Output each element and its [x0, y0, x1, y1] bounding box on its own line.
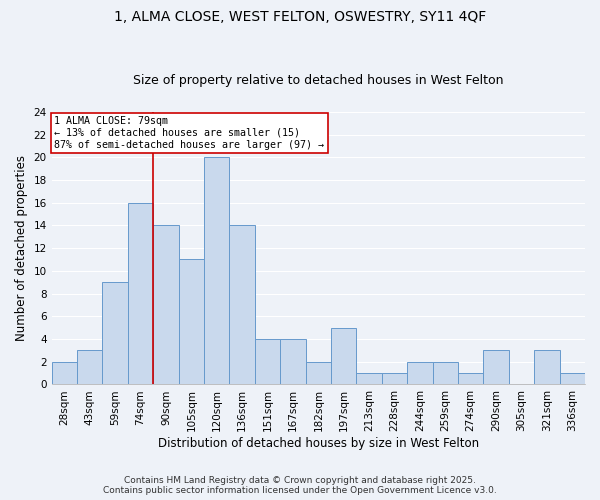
Text: 1 ALMA CLOSE: 79sqm
← 13% of detached houses are smaller (15)
87% of semi-detach: 1 ALMA CLOSE: 79sqm ← 13% of detached ho… — [54, 116, 324, 150]
Bar — [560, 373, 585, 384]
Bar — [204, 157, 229, 384]
Bar — [356, 373, 382, 384]
Title: Size of property relative to detached houses in West Felton: Size of property relative to detached ho… — [133, 74, 503, 87]
Text: 1, ALMA CLOSE, WEST FELTON, OSWESTRY, SY11 4QF: 1, ALMA CLOSE, WEST FELTON, OSWESTRY, SY… — [114, 10, 486, 24]
Bar — [52, 362, 77, 384]
Bar — [128, 202, 153, 384]
Bar — [458, 373, 484, 384]
Bar — [153, 226, 179, 384]
Bar — [280, 339, 305, 384]
Bar — [305, 362, 331, 384]
Bar — [484, 350, 509, 384]
X-axis label: Distribution of detached houses by size in West Felton: Distribution of detached houses by size … — [158, 437, 479, 450]
Bar — [407, 362, 433, 384]
Bar — [255, 339, 280, 384]
Y-axis label: Number of detached properties: Number of detached properties — [15, 155, 28, 341]
Bar — [229, 226, 255, 384]
Bar — [103, 282, 128, 384]
Bar — [179, 260, 204, 384]
Bar — [331, 328, 356, 384]
Text: Contains HM Land Registry data © Crown copyright and database right 2025.
Contai: Contains HM Land Registry data © Crown c… — [103, 476, 497, 495]
Bar — [382, 373, 407, 384]
Bar — [534, 350, 560, 384]
Bar — [433, 362, 458, 384]
Bar — [77, 350, 103, 384]
